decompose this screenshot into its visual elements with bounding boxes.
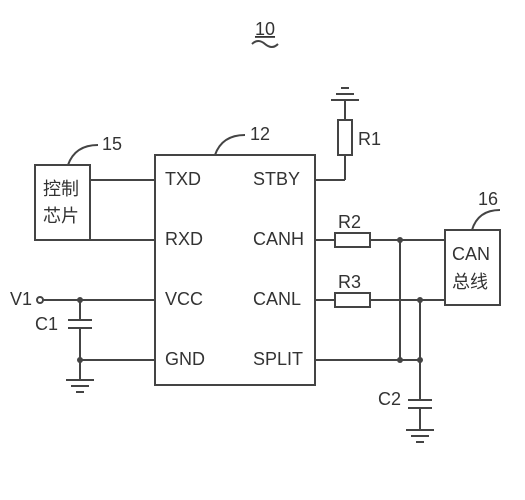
can-bus-box [445, 230, 500, 305]
pin-stby: STBY [253, 169, 300, 189]
pin-txd: TXD [165, 169, 201, 189]
control-chip-line2: 芯片 [43, 206, 79, 226]
pin-gnd: GND [165, 349, 205, 369]
can-bus-line2: 总线 [452, 272, 488, 292]
pin-rxd: RXD [165, 229, 203, 249]
can-bus-line1: CAN [452, 244, 490, 264]
pin-canl: CANL [253, 289, 301, 309]
r2-label: R2 [338, 212, 361, 232]
main-ic-ref: 12 [250, 124, 270, 144]
pin-canh: CANH [253, 229, 304, 249]
v1-label: V1 [10, 289, 32, 309]
c2-label: C2 [378, 389, 401, 409]
pin-vcc: VCC [165, 289, 203, 309]
pin-split: SPLIT [253, 349, 303, 369]
can-bus-ref: 16 [478, 189, 498, 209]
c1-label: C1 [35, 314, 58, 334]
r3-label: R3 [338, 272, 361, 292]
control-chip-box [35, 165, 90, 240]
control-chip-ref: 15 [102, 134, 122, 154]
figure-number: 10 [255, 19, 275, 39]
control-chip-line1: 控制 [43, 179, 79, 199]
r1-label: R1 [358, 129, 381, 149]
